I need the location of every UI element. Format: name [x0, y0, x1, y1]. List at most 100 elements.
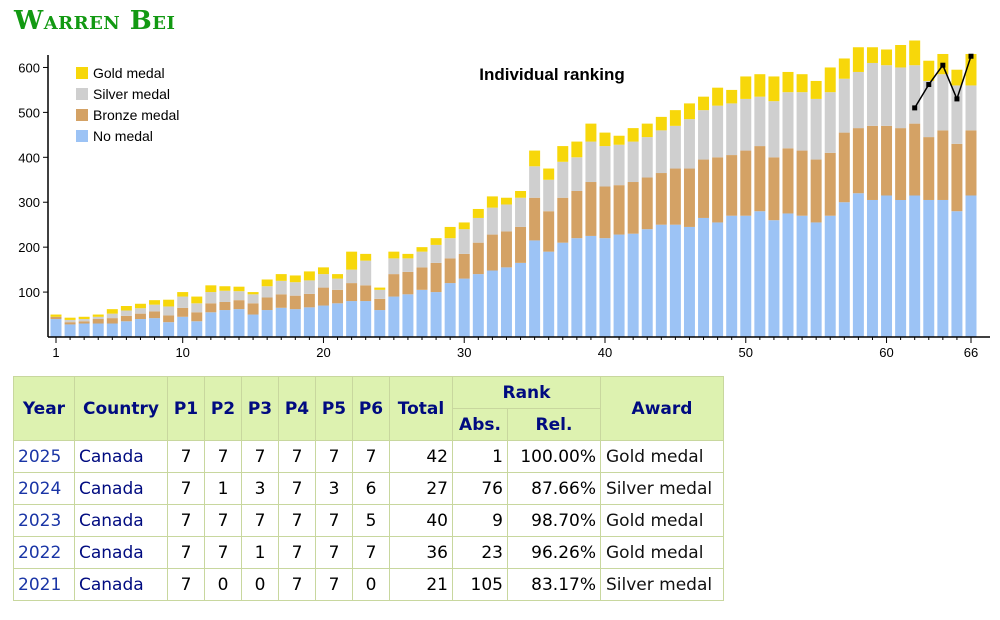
- bar-bronze-medal: [261, 297, 273, 311]
- bar-no-medal: [698, 217, 710, 337]
- x-tick-label: 30: [457, 345, 471, 360]
- bar-gold-medal: [247, 292, 259, 295]
- bar-bronze-medal: [163, 315, 175, 323]
- bar-silver-medal: [275, 280, 287, 295]
- bar-silver-medal: [712, 105, 724, 158]
- bar-bronze-medal: [909, 123, 921, 196]
- bar-bronze-medal: [120, 315, 132, 322]
- bar-bronze-medal: [458, 253, 470, 279]
- bar-silver-medal: [641, 137, 653, 178]
- cell-p4: 7: [278, 504, 316, 537]
- y-tick-label: 400: [18, 150, 40, 165]
- cell-p3: 3: [241, 472, 279, 505]
- bar-silver-medal: [923, 80, 935, 138]
- legend-swatch: [76, 88, 88, 100]
- bar-bronze-medal: [768, 157, 780, 221]
- cell-p2: 7: [204, 504, 242, 537]
- cell-total: 40: [389, 504, 453, 537]
- bar-silver-medal: [965, 85, 977, 131]
- bar-bronze-medal: [712, 157, 724, 223]
- bar-silver-medal: [796, 92, 808, 151]
- bar-silver-medal: [529, 166, 541, 198]
- bar-silver-medal: [149, 304, 161, 312]
- bar-bronze-medal: [346, 283, 358, 302]
- column-header-award[interactable]: Award: [600, 376, 724, 441]
- bar-gold-medal: [205, 285, 217, 293]
- table-row: 2023 Canada 7 7 7 7 7 5 40 9 98.70% Gold medal: [13, 504, 724, 537]
- column-header-country[interactable]: Country: [74, 376, 168, 441]
- cell-rel: 98.70%: [507, 504, 601, 537]
- cell-p6: 5: [352, 504, 390, 537]
- x-tick-label: 66: [964, 345, 978, 360]
- bar-gold-medal: [838, 58, 850, 79]
- bar-gold-medal: [852, 47, 864, 72]
- bar-no-medal: [486, 270, 498, 337]
- bar-bronze-medal: [149, 311, 161, 319]
- bar-bronze-medal: [515, 226, 527, 263]
- bar-gold-medal: [402, 253, 414, 259]
- bar-silver-medal: [191, 303, 203, 313]
- bar-gold-medal: [529, 150, 541, 167]
- column-header-p5[interactable]: P5: [315, 376, 353, 441]
- column-header-p1[interactable]: P1: [167, 376, 205, 441]
- bar-bronze-medal: [360, 285, 372, 302]
- bar-silver-medal: [177, 296, 189, 308]
- bar-silver-medal: [895, 67, 907, 129]
- bar-no-medal: [909, 195, 921, 337]
- column-header-rank-rel[interactable]: Rel.: [507, 408, 601, 441]
- bar-no-medal: [444, 283, 456, 337]
- bar-bronze-medal: [205, 303, 217, 313]
- column-header-total[interactable]: Total: [389, 376, 453, 441]
- cell-country: Canada: [74, 536, 168, 569]
- bar-bronze-medal: [937, 130, 949, 200]
- bar-silver-medal: [500, 204, 512, 232]
- bar-bronze-medal: [177, 307, 189, 317]
- bar-bronze-medal: [599, 186, 611, 239]
- cell-p4: 7: [278, 536, 316, 569]
- bar-no-medal: [824, 215, 836, 337]
- bar-gold-medal: [191, 296, 203, 304]
- column-header-p6[interactable]: P6: [352, 376, 390, 441]
- bar-no-medal: [402, 294, 414, 337]
- cell-rel: 83.17%: [507, 568, 601, 601]
- x-tick-label: 1: [52, 345, 59, 360]
- cell-p5: 7: [315, 504, 353, 537]
- bar-no-medal: [303, 307, 315, 337]
- bar-gold-medal: [669, 110, 681, 126]
- column-header-p3[interactable]: P3: [241, 376, 279, 441]
- bar-silver-medal: [374, 289, 386, 299]
- bar-gold-medal: [627, 128, 639, 142]
- bar-silver-medal: [937, 74, 949, 131]
- bar-gold-medal: [782, 71, 794, 93]
- bar-no-medal: [261, 310, 273, 337]
- cell-award: Silver medal: [600, 568, 724, 601]
- bar-silver-medal: [726, 103, 738, 156]
- column-header-p4[interactable]: P4: [278, 376, 316, 441]
- cell-year[interactable]: 2025: [13, 440, 75, 473]
- cell-p4: 7: [278, 440, 316, 473]
- column-header-year[interactable]: Year: [13, 376, 75, 441]
- bar-gold-medal: [515, 191, 527, 198]
- cell-year[interactable]: 2023: [13, 504, 75, 537]
- bar-gold-medal: [303, 271, 315, 281]
- bar-no-medal: [149, 318, 161, 337]
- bar-bronze-medal: [529, 197, 541, 241]
- bar-no-medal: [275, 307, 287, 337]
- rank-point: [912, 105, 918, 111]
- cell-year[interactable]: 2022: [13, 536, 75, 569]
- bar-gold-medal: [768, 76, 780, 102]
- bar-no-medal: [233, 309, 245, 337]
- bar-gold-medal: [796, 74, 808, 93]
- x-tick-label: 40: [598, 345, 612, 360]
- bar-bronze-medal: [275, 294, 287, 308]
- cell-year[interactable]: 2021: [13, 568, 75, 601]
- cell-p4: 7: [278, 568, 316, 601]
- cell-year[interactable]: 2024: [13, 472, 75, 505]
- bar-silver-medal: [585, 141, 597, 183]
- cell-rel: 87.66%: [507, 472, 601, 505]
- column-header-rank-abs[interactable]: Abs.: [452, 408, 508, 441]
- bar-gold-medal: [388, 251, 400, 259]
- bar-silver-medal: [233, 291, 245, 301]
- bar-bronze-medal: [332, 289, 344, 304]
- column-header-p2[interactable]: P2: [204, 376, 242, 441]
